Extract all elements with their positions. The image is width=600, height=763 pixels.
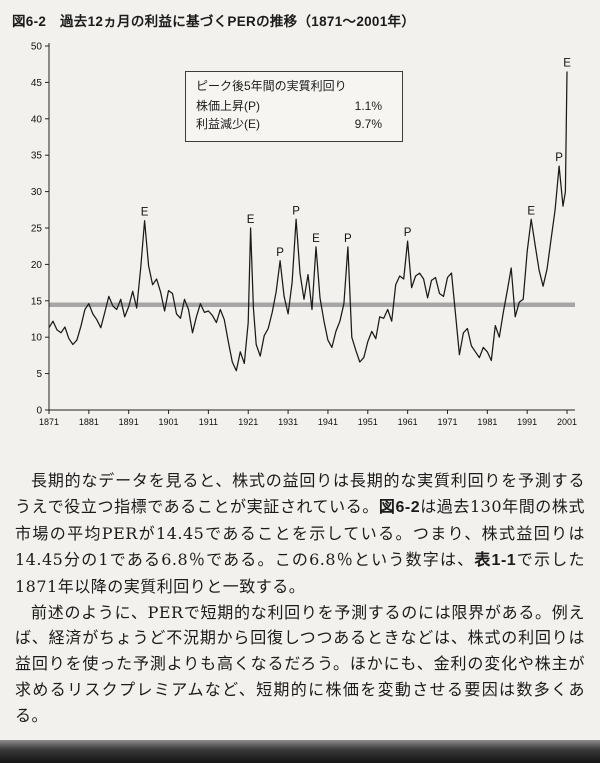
- x-tick-label: 1941: [318, 417, 338, 427]
- x-tick-label: 1901: [159, 417, 179, 427]
- p1-text-c: で示した1871年以降の実質利回りと一致する。: [15, 549, 585, 596]
- legend-value-price-rise: 1.1%: [354, 98, 382, 113]
- peak-label-P: P: [404, 227, 412, 239]
- y-tick-label: 15: [31, 296, 43, 307]
- peak-label-P: P: [344, 233, 352, 245]
- y-tick-label: 35: [31, 151, 43, 162]
- y-tick-label: 5: [36, 369, 42, 380]
- legend-row-earnings-decline: 利益減少(E) 9.7%: [196, 115, 392, 134]
- per-line-series: [48, 71, 568, 372]
- peak-label-P: P: [276, 247, 284, 259]
- p1-figure-reference: 図6-2: [378, 498, 421, 516]
- p2-text: 前述のように、PERで短期的な利回りを予測するのには限界がある。例えば、経済がち…: [15, 602, 585, 726]
- y-tick-label: 0: [36, 406, 42, 417]
- peak-label-E: E: [141, 207, 149, 219]
- y-tick-label: 30: [31, 187, 43, 198]
- x-tick-label: 1931: [278, 417, 298, 427]
- x-tick-label: 1911: [199, 417, 218, 427]
- y-tick-label: 25: [31, 224, 43, 235]
- x-tick-label: 1871: [39, 417, 59, 427]
- y-tick-label: 20: [31, 260, 43, 271]
- x-tick-label: 1961: [398, 417, 418, 427]
- y-tick-label: 40: [31, 114, 43, 125]
- legend-value-earnings-decline: 9.7%: [354, 117, 382, 132]
- per-chart-figure: 0 5 10 15 20 25 30 35 40 45 50 1871 1881 1891 1901 1911…: [13, 38, 587, 438]
- page-bottom-scan-edge: [0, 740, 600, 763]
- peak-label-E: E: [563, 57, 571, 69]
- x-tick-label: 2001: [557, 417, 577, 427]
- y-tick-label: 50: [31, 42, 43, 53]
- legend-row-price-rise: 株価上昇(P) 1.1%: [196, 97, 392, 116]
- paragraph-1: 長期的なデータを見ると、株式の益回りは長期的な実質利回りを予測するうえで役立つ指…: [15, 468, 585, 600]
- peak-label-E: E: [527, 205, 535, 217]
- x-tick-label: 1991: [517, 417, 537, 427]
- peak-label-P: P: [555, 152, 563, 164]
- p1-text-a: 長期的なデータを見ると、株式の益回りは長期的な実質利回りを予測するうえで役立つ指…: [15, 471, 585, 516]
- legend-label-earnings-decline: 利益減少(E): [196, 117, 260, 132]
- peak-label-E: E: [247, 214, 255, 226]
- p1-text-b: は過去130年間の株式市場の平均PERが14.45であることを示している。つまり…: [15, 496, 585, 569]
- figure-title: 図6-2 過去12ヵ月の利益に基づくPERの推移（1871～2001年）: [12, 14, 416, 29]
- x-tick-label: 1881: [79, 417, 99, 427]
- peak-label-E: E: [312, 233, 320, 245]
- x-tick-label: 1981: [477, 417, 497, 427]
- chart-legend: ピーク後5年間の実質利回り 株価上昇(P) 1.1% 利益減少(E) 9.7%: [185, 71, 403, 142]
- legend-label-price-rise: 株価上昇(P): [196, 98, 260, 113]
- x-tick-label: 1951: [358, 417, 378, 427]
- paragraph-2: 前述のように、PERで短期的な利回りを予測するのには限界がある。例えば、経済がち…: [15, 600, 585, 730]
- y-tick-label: 10: [31, 333, 43, 344]
- y-tick-label: 45: [31, 78, 43, 89]
- x-tick-label: 1891: [119, 417, 139, 427]
- legend-title: ピーク後5年間の実質利回り: [196, 79, 347, 93]
- x-tick-label: 1971: [437, 417, 457, 427]
- body-text: 長期的なデータを見ると、株式の益回りは長期的な実質利回りを予測するうえで役立つ指…: [15, 468, 585, 729]
- x-tick-label: 1921: [238, 417, 258, 427]
- peak-label-P: P: [292, 205, 300, 217]
- p1-table-reference: 表1-1: [474, 551, 517, 569]
- per-chart: 0 5 10 15 20 25 30 35 40 45 50 1871 1881 1891 1901 1911…: [31, 42, 577, 428]
